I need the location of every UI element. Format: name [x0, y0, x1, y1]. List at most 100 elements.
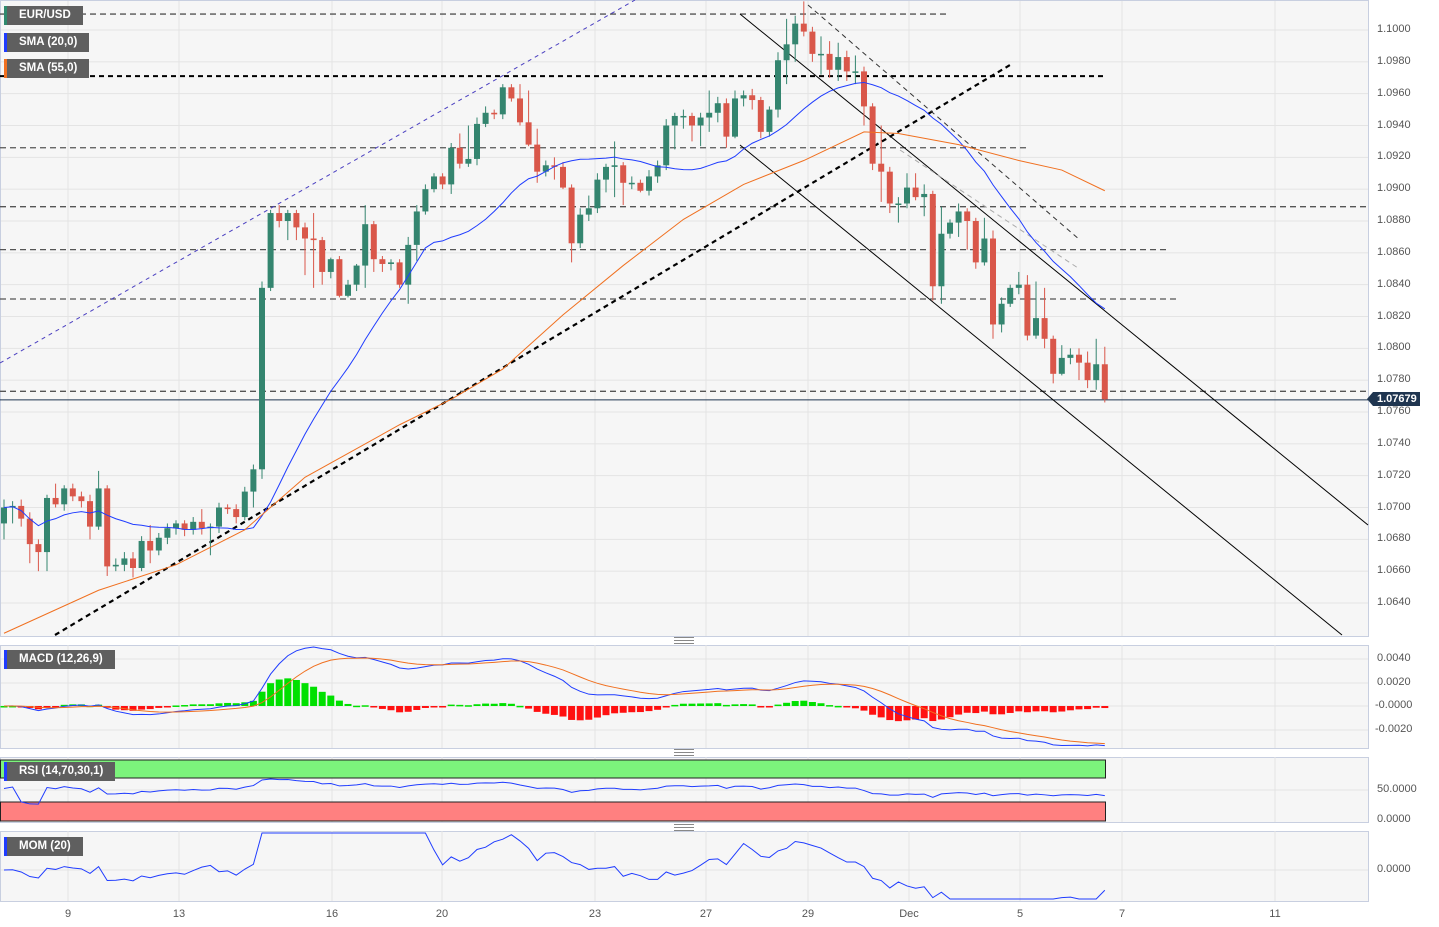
macd-histogram-bar	[430, 706, 438, 708]
candle-body	[164, 528, 171, 538]
trend-line-drawings[interactable]	[0, 0, 1369, 636]
price-tick-label: 1.0780	[1377, 373, 1411, 386]
macd-histogram-bar	[1023, 706, 1031, 713]
macd-histogram-bar	[1075, 706, 1083, 710]
candle-body	[336, 259, 343, 296]
price-tick-label: 1.0900	[1377, 182, 1411, 195]
price-tick-label: 1.0960	[1377, 86, 1411, 99]
macd-histogram-bar	[482, 703, 490, 706]
candle-body	[276, 213, 283, 222]
macd-histogram-bar	[456, 704, 464, 707]
candle-body	[1093, 364, 1100, 381]
macd-histogram-bar	[688, 703, 696, 706]
macd-histogram-bar	[679, 703, 687, 706]
macd-histogram-bar	[327, 695, 335, 706]
candle-body	[1015, 284, 1022, 288]
macd-histogram-bar	[791, 701, 799, 706]
candle-body	[302, 227, 308, 239]
legend-macd[interactable]: MACD (12,26,9)	[4, 650, 115, 669]
macd-histogram-bar	[989, 706, 997, 715]
macd-histogram-bar	[1032, 706, 1040, 712]
macd-histogram-bar	[783, 702, 791, 706]
macd-histogram-bar	[215, 703, 223, 706]
candle-body	[646, 176, 652, 191]
macd-histogram-bar	[877, 706, 885, 718]
macd-histogram-bar	[181, 705, 189, 707]
candle-body	[1067, 354, 1074, 358]
rsi-tick-label: 50.0000	[1377, 783, 1417, 795]
macd-tick-label: 0.0020	[1377, 676, 1411, 688]
candle-body	[353, 265, 360, 285]
legend-sma55[interactable]: SMA (55,0)	[4, 59, 90, 78]
legend-rsi[interactable]: RSI (14,70,30,1)	[4, 762, 116, 781]
macd-histogram-bar	[628, 706, 636, 713]
macd-histogram-bar	[808, 702, 816, 706]
legend-mom[interactable]: MOM (20)	[4, 837, 83, 856]
panel-resize-handle[interactable]	[674, 637, 694, 644]
indicator-lines	[0, 81, 1109, 900]
macd-histogram-bar	[525, 706, 533, 709]
candle-body	[439, 176, 446, 185]
candle-body	[1101, 364, 1108, 400]
candle-body	[517, 98, 523, 123]
macd-histogram-bar	[310, 686, 318, 706]
candle-body	[792, 23, 799, 45]
macd-histogram-bar	[998, 706, 1006, 715]
macd-histogram-bar	[757, 706, 765, 708]
macd-histogram-bar	[1006, 706, 1014, 713]
macd-histogram-bar	[361, 705, 369, 707]
candle-body	[491, 112, 498, 115]
panel-macd	[0, 645, 1369, 749]
candle-body	[69, 488, 76, 497]
macd-histogram-bar	[963, 706, 971, 713]
price-tick-label: 1.0880	[1377, 214, 1411, 226]
candle-body	[155, 537, 162, 551]
candle-body	[981, 238, 988, 263]
candle-body	[818, 53, 824, 56]
candle-body	[706, 112, 713, 118]
macd-histogram-bar	[447, 704, 455, 707]
candle-body	[422, 189, 429, 212]
candle-body	[998, 303, 1005, 325]
macd-histogram-bar	[516, 705, 524, 708]
rsi-line	[3, 778, 1105, 805]
price-tick-label: 1.0760	[1377, 405, 1411, 417]
x-axis-label: 9	[64, 908, 72, 920]
macd-tick-label: -0.0020	[1375, 723, 1413, 735]
panel-resize-handle[interactable]	[674, 824, 694, 831]
price-tick-label: 1.1000	[1377, 23, 1411, 35]
candle-body	[886, 171, 893, 204]
candle-body	[173, 523, 179, 529]
macd-histogram-bar	[1101, 706, 1109, 709]
macd-histogram-bar	[705, 703, 713, 706]
macd-histogram-bar	[378, 706, 386, 709]
legend-price[interactable]: EUR/USD	[4, 6, 83, 25]
macd-histogram-bar	[740, 704, 748, 706]
candle-body	[35, 544, 42, 553]
candle-body	[663, 125, 670, 166]
macd-histogram-bar	[834, 705, 842, 708]
panel-resize-handle[interactable]	[674, 749, 694, 756]
macd-histogram-bar	[886, 706, 894, 721]
legend-sma20[interactable]: SMA (20,0)	[4, 33, 90, 52]
macd-histogram-bar	[1084, 706, 1092, 710]
macd-histogram-bar	[585, 706, 593, 720]
macd-histogram-bar	[542, 706, 550, 714]
sma20-line	[3, 81, 1106, 531]
candle-body	[405, 244, 412, 285]
candle-body	[534, 144, 541, 172]
macd-histogram-bar	[421, 706, 429, 708]
candle-body	[508, 87, 515, 99]
x-axis-label: 5	[1016, 908, 1024, 920]
candle-body	[413, 211, 420, 245]
macd-histogram-bar	[1092, 706, 1100, 708]
candle-body	[482, 112, 489, 124]
candle-body	[800, 23, 807, 32]
candle-body	[26, 518, 33, 545]
candle-body	[293, 213, 300, 228]
macd-histogram-bar	[697, 703, 705, 706]
x-axis-label: 23	[588, 908, 602, 920]
candle-body	[852, 71, 859, 73]
x-axis-label: Dec	[899, 908, 919, 920]
